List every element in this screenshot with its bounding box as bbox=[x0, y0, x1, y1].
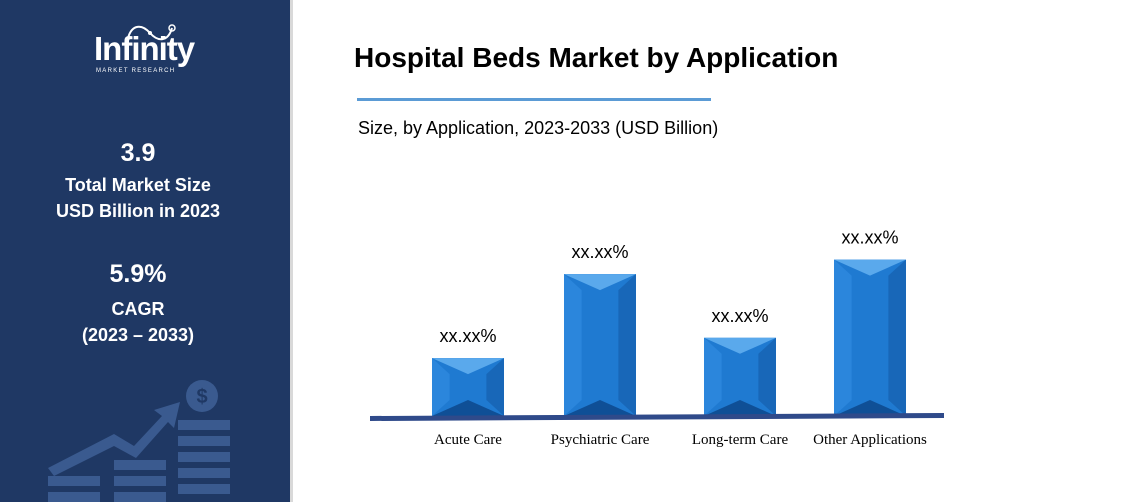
x-axis-baseline bbox=[370, 413, 944, 421]
left-panel: Infinity MARKET RESEARCH 3.9 Total Marke… bbox=[0, 0, 290, 502]
dollar-growth-chart-icon: $ bbox=[48, 380, 230, 502]
bar-bevel-bottom bbox=[834, 400, 906, 416]
bar-bevel-right bbox=[758, 337, 776, 416]
category-label: Other Applications bbox=[813, 432, 927, 448]
cagr-value: 5.9% bbox=[109, 260, 167, 288]
brand-logo: Infinity MARKET RESEARCH bbox=[84, 22, 214, 78]
bar-bevel-left bbox=[704, 337, 722, 416]
data-label: xx.xx% bbox=[439, 326, 496, 346]
bar-bevel-top bbox=[834, 259, 906, 276]
bar-bevel-top bbox=[564, 274, 636, 291]
bar-bevel-right bbox=[888, 259, 906, 416]
bar-bevel-top bbox=[432, 358, 504, 375]
bar-other-applications bbox=[834, 259, 906, 416]
chart-title: Hospital Beds Market by Application bbox=[354, 42, 839, 73]
data-label: xx.xx% bbox=[711, 306, 768, 326]
data-label: xx.xx% bbox=[841, 228, 898, 248]
category-label: Long-term Care bbox=[692, 432, 789, 448]
cagr-period: (2023 – 2033) bbox=[81, 325, 195, 345]
category-label: Acute Care bbox=[434, 432, 502, 448]
bar-bevel-left bbox=[564, 274, 582, 416]
bars-layer bbox=[432, 259, 906, 416]
bar-psychiatric-care bbox=[564, 274, 636, 416]
labels-layer: xx.xx% Acute Care xx.xx% Psychiatric Care xx… bbox=[434, 228, 927, 448]
market-size-unit: USD Billion in 2023 bbox=[55, 201, 221, 221]
bar-long-term-care bbox=[704, 337, 776, 416]
bar-bevel-bottom bbox=[704, 400, 776, 416]
bar-acute-care bbox=[432, 358, 504, 416]
bar-bevel-left bbox=[834, 259, 852, 416]
bar-bevel-right bbox=[486, 358, 504, 416]
bar-bevel-top bbox=[704, 337, 776, 354]
bar-bevel-right bbox=[618, 274, 636, 416]
chart-subtitle: Size, by Application, 2023-2033 (USD Bil… bbox=[358, 118, 719, 138]
bar-bevel-bottom bbox=[564, 400, 636, 416]
brand-tagline: MARKET RESEARCH bbox=[96, 68, 176, 74]
infinity-swirl-icon bbox=[127, 24, 176, 41]
cagr-label: CAGR bbox=[111, 299, 165, 319]
title-underline bbox=[357, 98, 711, 101]
category-label: Psychiatric Care bbox=[551, 432, 650, 448]
panel-divider bbox=[290, 0, 293, 502]
bar-bevel-bottom bbox=[432, 400, 504, 416]
bar-bevel-left bbox=[432, 358, 450, 416]
data-label: xx.xx% bbox=[571, 242, 628, 262]
market-size-value: 3.9 bbox=[120, 139, 156, 167]
market-size-label: Total Market Size bbox=[65, 175, 211, 195]
brand-name: Infinity bbox=[94, 30, 195, 67]
svg-text:$: $ bbox=[196, 386, 207, 408]
